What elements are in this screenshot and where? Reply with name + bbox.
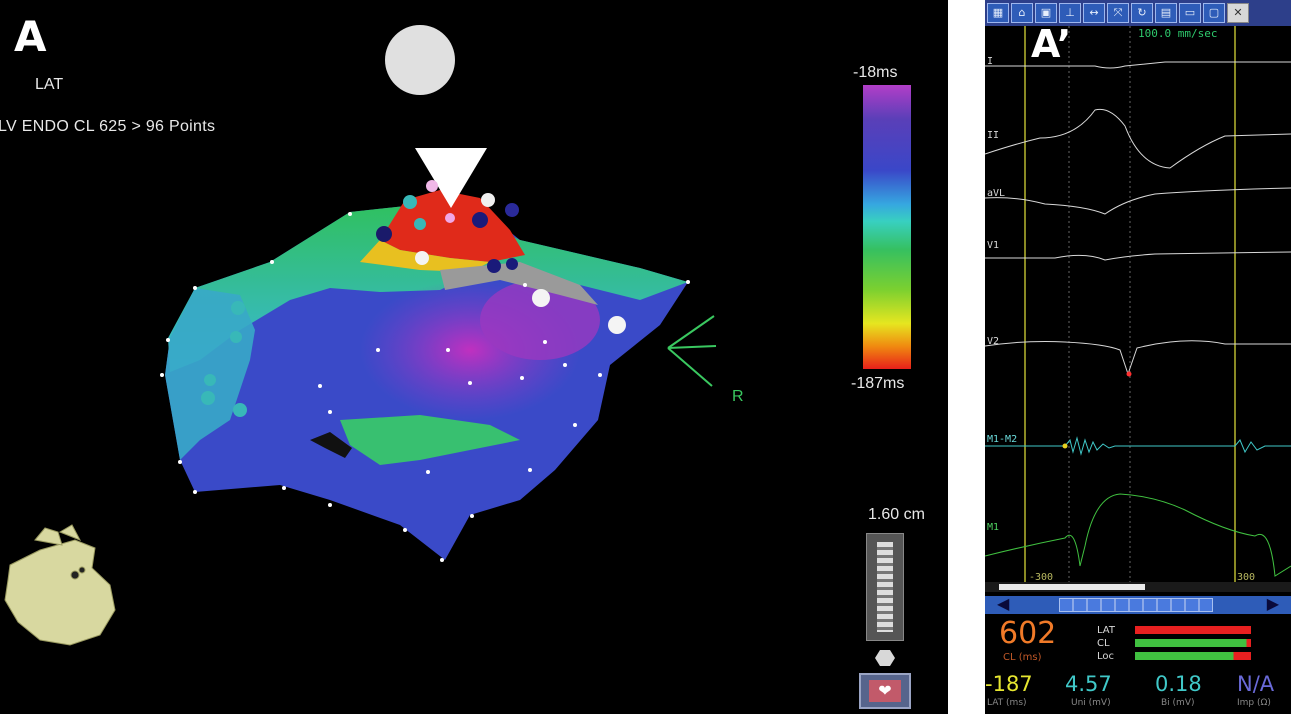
metric-imp-value: N/A — [1237, 672, 1275, 696]
panel-letter-a-prime: A’ — [1031, 22, 1072, 66]
trace-label-m1: M1 — [987, 522, 1000, 533]
arrowhead-marker-icon — [415, 148, 487, 208]
panel-letter-a: A — [14, 12, 47, 61]
trace-label-i: I — [987, 56, 994, 67]
expand-icon[interactable]: ↔ — [1083, 3, 1105, 23]
quality-row-cl: CL — [1097, 637, 1251, 649]
cycle-length-value: 602 — [999, 616, 1057, 651]
metric-uni-label: Uni (mV) — [1071, 698, 1111, 708]
trace-label-v2: V2 — [987, 336, 1000, 347]
zoom-slider[interactable] — [866, 533, 904, 641]
map-region-green-lower — [340, 415, 520, 465]
window-left-label: -300 — [1029, 572, 1054, 583]
timeline-scrollbar[interactable]: ◀ ▶ — [985, 596, 1291, 614]
quality-row-lat: LAT — [1097, 624, 1251, 636]
map-mode-label: LAT — [35, 76, 64, 93]
scroll-thumb[interactable] — [1059, 598, 1213, 612]
orientation-axis-icon — [667, 315, 717, 387]
color-scale-min: -187ms — [851, 375, 905, 392]
zoom-handle[interactable] — [875, 650, 895, 666]
trace-label-m1-m2: M1-M2 — [987, 434, 1018, 445]
trace-label-avl: aVL — [987, 188, 1006, 199]
heart-button-icon: ❤ — [869, 680, 901, 702]
monitor-icon[interactable]: ▢ — [1203, 3, 1225, 23]
map-info-label: LV ENDO CL 625 > 96 Points — [0, 118, 216, 135]
orientation-disc — [385, 25, 455, 95]
metric-bi-label: Bi (mV) — [1161, 698, 1195, 708]
signal-toolbar: ▦ ⌂ ▣ ⊥ ↔ ⤧ ↻ ▤ ▭ ▢ ✕ — [985, 0, 1291, 26]
color-scale-bar — [863, 85, 911, 369]
sweep-speed-label: 100.0 mm/sec — [1138, 27, 1218, 40]
quality-row-loc: Loc — [1097, 650, 1251, 662]
grid-icon[interactable]: ▤ — [1155, 3, 1177, 23]
metric-lat-value: -187 — [985, 672, 1033, 696]
quality-label-cl: CL — [1097, 637, 1110, 649]
metric-bi-value: 0.18 — [1155, 672, 1202, 696]
layout-icon[interactable]: ▦ — [987, 3, 1009, 23]
activation-map-view[interactable]: R — [0, 0, 948, 714]
distance-scale-label: 1.60 cm — [868, 506, 925, 523]
heart-model-icon[interactable] — [4, 524, 116, 646]
position-track[interactable] — [985, 582, 1291, 592]
ecg-traces[interactable] — [985, 26, 1291, 582]
trace-label-v1: V1 — [987, 240, 1000, 251]
heart-view-button[interactable]: ❤ — [859, 673, 911, 709]
metric-uni-value: 4.57 — [1065, 672, 1112, 696]
quality-bar-loc — [1135, 652, 1251, 660]
close-icon[interactable]: ✕ — [1227, 3, 1249, 23]
window-right-label: 300 — [1237, 572, 1256, 583]
cycle-length-label: CL (ms) — [1003, 652, 1042, 663]
activation-map-panel: R A LAT LV ENDO CL 625 > 96 Points -18ms… — [0, 0, 948, 714]
color-scale-max: -18ms — [853, 64, 898, 81]
quality-bar-lat — [1135, 626, 1251, 634]
quality-label-loc: Loc — [1097, 650, 1115, 662]
trace-label-ii: II — [987, 130, 1000, 141]
catheter-arrow-icon — [310, 432, 352, 458]
save-icon[interactable]: ▣ — [1035, 3, 1057, 23]
zoom-icon[interactable]: ⤧ — [1107, 3, 1129, 23]
orientation-label: R — [732, 388, 744, 405]
metric-imp-label: Imp (Ω) — [1237, 698, 1271, 708]
quality-label-lat: LAT — [1097, 624, 1115, 636]
map-region-grey — [440, 262, 598, 305]
metric-lat-label: LAT (ms) — [987, 698, 1027, 708]
measure-icon[interactable]: ⊥ — [1059, 3, 1081, 23]
map-region-red — [380, 190, 525, 262]
signal-window-panel: ▦ ⌂ ▣ ⊥ ↔ ⤧ ↻ ▤ ▭ ▢ ✕ A’ 100.0 mm/sec — [985, 0, 1291, 714]
select-icon[interactable]: ⌂ — [1011, 3, 1033, 23]
scroll-right-icon[interactable]: ▶ — [1266, 596, 1279, 613]
refresh-icon[interactable]: ↻ — [1131, 3, 1153, 23]
quality-bar-cl — [1135, 639, 1251, 647]
scroll-left-icon[interactable]: ◀ — [997, 596, 1010, 613]
note-icon[interactable]: ▭ — [1179, 3, 1201, 23]
